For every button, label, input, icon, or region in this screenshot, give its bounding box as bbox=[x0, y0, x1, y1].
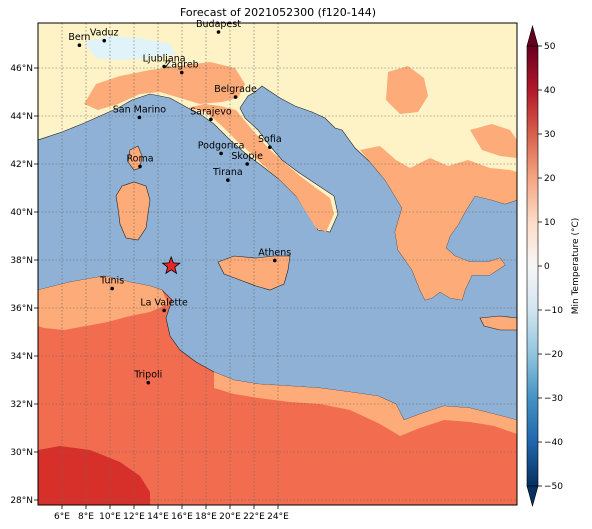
city-dot bbox=[272, 258, 277, 263]
city-dot bbox=[209, 117, 213, 122]
lat-tick-label: 40°N bbox=[10, 208, 33, 218]
city-label: La Valette bbox=[140, 297, 188, 308]
city-dot bbox=[216, 30, 221, 34]
city-label: Ljubljana bbox=[143, 54, 186, 65]
colorbar-body bbox=[526, 45, 539, 487]
city-dot bbox=[146, 380, 151, 385]
latitude-tick-labels: 46°N 44°N 42°N 40°N 38°N 36°N 34°N 32°N 30°N 28°N bbox=[10, 64, 38, 506]
city-dot bbox=[233, 95, 238, 99]
lon-tick-label: 16°E bbox=[171, 512, 193, 522]
city-dot bbox=[219, 151, 223, 156]
crete-island bbox=[479, 315, 517, 331]
warm-land-pobasin bbox=[84, 62, 245, 110]
colorbar-tick-label: −20 bbox=[544, 350, 563, 360]
warm-land-italy bbox=[188, 104, 334, 232]
city-dot bbox=[226, 178, 230, 182]
warm-land-serbia bbox=[386, 66, 428, 114]
colorbar-tick-label: 10 bbox=[544, 218, 556, 228]
colorbar-tick-label: 0 bbox=[544, 262, 550, 272]
lat-tick-label: 28°N bbox=[10, 496, 33, 506]
lon-tick-label: 10°E bbox=[99, 512, 121, 522]
city-label: Belgrade bbox=[214, 84, 257, 95]
hot-land-sahara bbox=[38, 446, 150, 505]
city-label: Tirana bbox=[212, 167, 243, 178]
colorbar: 50 40 30 20 10 0 −10 −20 −30 −40 −50 Min Temperatu… bbox=[526, 24, 581, 508]
city-label: Tunis bbox=[99, 276, 124, 287]
lat-tick-label: 38°N bbox=[10, 256, 33, 266]
city-dot bbox=[268, 145, 272, 149]
lon-tick-label: 18°E bbox=[195, 512, 217, 522]
city-label: Roma bbox=[126, 153, 153, 164]
city-label: Bern bbox=[68, 32, 90, 43]
map-canvas bbox=[38, 23, 517, 505]
colorbar-tick-label: −30 bbox=[544, 394, 563, 404]
colorbar-upper-arrow bbox=[526, 24, 539, 47]
colorbar-tick-label: −10 bbox=[544, 306, 563, 316]
colorbar-lower-arrow bbox=[526, 485, 539, 508]
colorbar-tick-label: −40 bbox=[544, 438, 563, 448]
city-dot bbox=[102, 38, 107, 43]
city-dot bbox=[162, 64, 166, 69]
colorbar-tick-label: 50 bbox=[544, 42, 556, 52]
city-dot bbox=[137, 115, 142, 120]
city-label: San Marino bbox=[113, 104, 166, 115]
city-dot bbox=[162, 308, 166, 313]
colorbar-ticks: 50 40 30 20 10 0 −10 −20 −30 −40 −50 bbox=[538, 42, 563, 492]
city-label: Athens bbox=[258, 247, 291, 258]
city-dot bbox=[110, 286, 114, 291]
city-label: Sarajevo bbox=[190, 106, 232, 117]
lon-tick-label: 20°E bbox=[219, 512, 241, 522]
city-dot bbox=[138, 164, 142, 169]
map-frame bbox=[37, 22, 518, 506]
map-title: Forecast of 2021052300 (f120-144) bbox=[179, 6, 377, 19]
city-label: Skopje bbox=[231, 151, 263, 162]
lat-tick-label: 32°N bbox=[10, 400, 33, 410]
lon-tick-label: 24°E bbox=[267, 512, 289, 522]
alpine-cold-patch bbox=[84, 36, 176, 60]
warm-land-sofia bbox=[470, 124, 517, 158]
lon-tick-label: 8°E bbox=[78, 512, 94, 522]
lat-tick-label: 42°N bbox=[10, 160, 33, 170]
city-label: Vaduz bbox=[90, 28, 119, 39]
colorbar-label: Min Temperature (°C) bbox=[571, 218, 581, 315]
city-dot bbox=[245, 162, 249, 166]
lat-tick-label: 46°N bbox=[10, 64, 33, 74]
colorbar-tick-label: 30 bbox=[544, 130, 556, 140]
city-label: Zagreb bbox=[165, 60, 199, 71]
city-dot bbox=[179, 70, 184, 75]
colorbar-tick-label: −50 bbox=[544, 482, 563, 492]
city-label: Sofia bbox=[258, 134, 282, 145]
colorbar-tick-label: 20 bbox=[544, 174, 556, 184]
colorbar-tick-label: 40 bbox=[544, 86, 556, 96]
city-label: Tripoli bbox=[133, 370, 162, 381]
lon-tick-label: 22°E bbox=[243, 512, 265, 522]
lat-tick-label: 30°N bbox=[10, 448, 33, 458]
lon-tick-label: 14°E bbox=[147, 512, 169, 522]
star-marker bbox=[161, 255, 181, 275]
graticule bbox=[38, 23, 517, 505]
city-dot bbox=[77, 43, 82, 47]
mild-coast-libya bbox=[214, 372, 517, 436]
lon-tick-label: 6°E bbox=[54, 512, 70, 522]
event-marker-layer bbox=[161, 255, 181, 275]
longitude-tick-labels: 6°E 8°E 10°E 12°E 14°E 16°E 18°E 20°E 22°E 24°E bbox=[54, 505, 289, 522]
lat-tick-label: 36°N bbox=[10, 304, 33, 314]
sardinia-island bbox=[115, 181, 151, 241]
lat-tick-label: 34°N bbox=[10, 352, 33, 362]
lat-tick-label: 44°N bbox=[10, 112, 33, 122]
city-label: Budapest bbox=[196, 19, 241, 30]
lon-tick-label: 12°E bbox=[123, 512, 145, 522]
city-label: Podgorica bbox=[198, 140, 245, 151]
mild-coast-tunisia bbox=[38, 276, 168, 330]
warm-land-balkans bbox=[360, 146, 517, 300]
